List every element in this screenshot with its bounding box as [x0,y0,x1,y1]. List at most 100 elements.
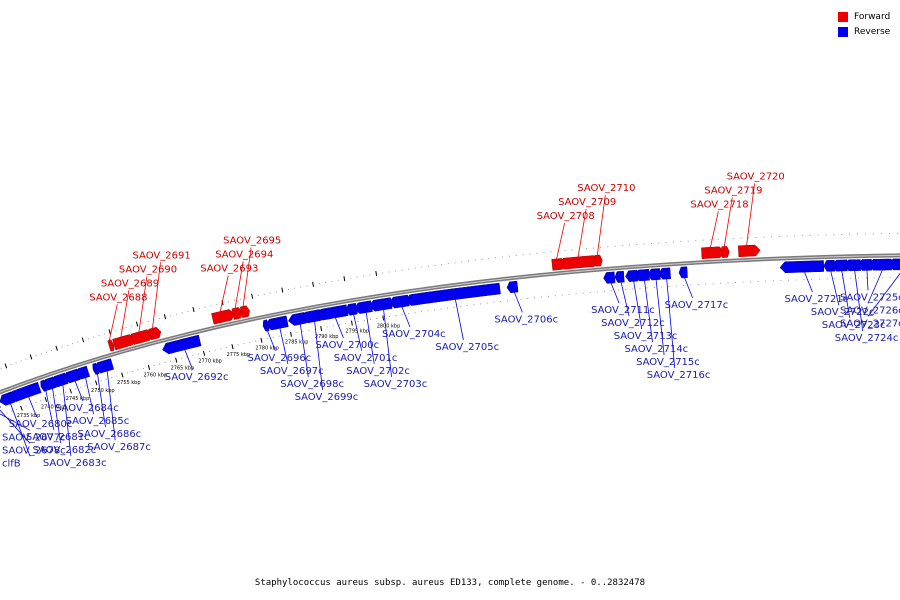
gene-label[interactable]: SAOV_2696c [248,353,312,364]
gene-label[interactable]: SAOV_2716c [647,370,711,381]
gene-label[interactable]: SAOV_2694 [215,250,273,261]
gene-arrow[interactable] [239,305,250,319]
gene-label[interactable]: SAOV_2682c [33,445,97,456]
gene-arrow[interactable] [562,255,600,270]
guide-dot [772,280,774,282]
guide-dot [582,292,584,294]
gene-arrow[interactable] [779,260,825,274]
gene-label[interactable]: SAOV_2713c [614,331,678,342]
gene-label[interactable]: SAOV_2686c [78,429,142,440]
gene-label[interactable]: SAOV_2718 [690,199,748,210]
guide-dot [50,396,52,398]
gene-arrow[interactable] [678,266,688,279]
gene-label[interactable]: SAOV_2693 [200,264,258,275]
gene-label[interactable]: SAOV_2715c [636,357,700,368]
gene-label[interactable]: SAOV_2710 [577,183,635,194]
gene-label[interactable]: SAOV_2703c [364,379,428,390]
gene-label[interactable]: SAOV_2695 [223,236,281,247]
gene-arrow[interactable] [506,280,519,294]
gene-arrow[interactable] [887,258,900,271]
gene-label[interactable]: SAOV_2697c [260,366,324,377]
leader-line [45,390,55,431]
gene-arrow[interactable] [231,307,243,320]
leader-line [85,377,94,415]
gene-label[interactable]: SAOV_2702c [346,366,410,377]
gene-arrow[interactable] [721,246,730,258]
gene-arrow[interactable] [76,365,91,380]
gene-label[interactable]: SAOV_2723c [822,320,886,331]
guide-dot [296,332,298,334]
gene-arrow[interactable] [0,397,1,409]
guide-dot [314,328,316,330]
gene-label[interactable]: SAOV_2700c [315,340,379,351]
gene-label[interactable]: SAOV_2717c [665,300,729,311]
guide-dot [159,363,161,365]
gene-label[interactable]: SAOV_2683c [43,458,107,469]
gene-label[interactable]: SAOV_2712c [601,318,665,329]
gene-label[interactable]: SAOV_2688 [89,292,147,303]
gene-arrow[interactable] [148,326,162,341]
gene-arrow[interactable] [265,315,289,331]
guide-dot [111,377,113,379]
gene-label[interactable]: SAOV_2708 [537,211,595,222]
gene-arrow[interactable] [107,339,115,352]
gene-label[interactable]: SAOV_2709 [558,197,616,208]
guide-dot [116,375,118,377]
guide-dot [72,343,74,345]
gene-label[interactable]: SAOV_2719 [704,185,762,196]
gene-arrow[interactable] [701,246,726,260]
guide-dot [142,322,144,324]
gene-arrow[interactable] [614,270,625,283]
gene-label[interactable]: SAOV_2677c [2,432,66,443]
gene-arrow[interactable] [211,309,236,325]
guide-dot [6,412,8,414]
gene-label[interactable]: SAOV_2689 [101,278,159,289]
gene-label[interactable]: SAOV_2678c [2,445,66,456]
gene-label[interactable]: SAOV_2721c [785,294,849,305]
gene-arrow[interactable] [594,254,603,267]
gene-arrow[interactable] [603,271,616,284]
guide-dot [646,287,648,289]
gene-label[interactable]: SAOV_2722c [811,307,875,318]
guide-dot [35,401,37,403]
gene-label[interactable]: SAOV_2681c [26,432,90,443]
gene-label[interactable]: clfB [2,458,21,469]
gene-label[interactable]: SAOV_2685c [66,416,130,427]
gene-label[interactable]: SAOV_2726c [840,305,900,316]
gene-label[interactable]: SAOV_2699c [295,392,359,403]
gene-label[interactable]: SAOV_2690 [119,264,177,275]
gene-arrow[interactable] [9,381,42,402]
gene-label[interactable]: SAOV_2724c [835,333,899,344]
tick-mark [44,396,48,402]
gene-label[interactable]: SAOV_2698c [280,379,344,390]
gene-label[interactable]: SAOV_2711c [591,305,655,316]
gene-label[interactable]: SAOV_2691 [133,250,191,261]
tick-label: 2750 kbp [91,388,115,394]
gene-label[interactable]: SAOV_2680c [9,419,73,430]
guide-dot [175,313,177,315]
gene-label[interactable]: SAOV_2705c [435,342,499,353]
gene-label[interactable]: SAOV_2720 [727,171,785,182]
gene-label[interactable]: SAOV_2704c [382,329,446,340]
gene-arrow[interactable] [647,268,661,281]
gene-arrow[interactable] [162,334,202,355]
tick-mark-upper [135,321,139,327]
tick-label: 2745 kbp [66,396,90,402]
guide-dot [873,277,875,279]
gene-label[interactable]: SAOV_2684c [55,403,119,414]
tick-label: 2740 kbp [41,404,65,410]
guide-dot [665,241,667,243]
gene-label[interactable]: SAOV_2692c [165,372,229,383]
gene-arrow[interactable] [658,267,671,280]
guide-dot [817,234,819,236]
gene-label[interactable]: SAOV_2714c [625,344,689,355]
gene-arrow[interactable] [93,358,115,374]
gene-label[interactable]: SAOV_2706c [494,314,558,325]
gene-label[interactable]: SAOV_2701c [334,353,398,364]
gene-arrow[interactable] [368,297,393,312]
gene-label[interactable]: SAOV_2687c [87,442,151,453]
gene-label[interactable]: SAOV_2725c [840,292,900,303]
gene-label[interactable]: SAOV_2727c [840,318,900,329]
gene-arrow[interactable] [738,244,761,258]
gene-arrow[interactable] [405,282,501,306]
